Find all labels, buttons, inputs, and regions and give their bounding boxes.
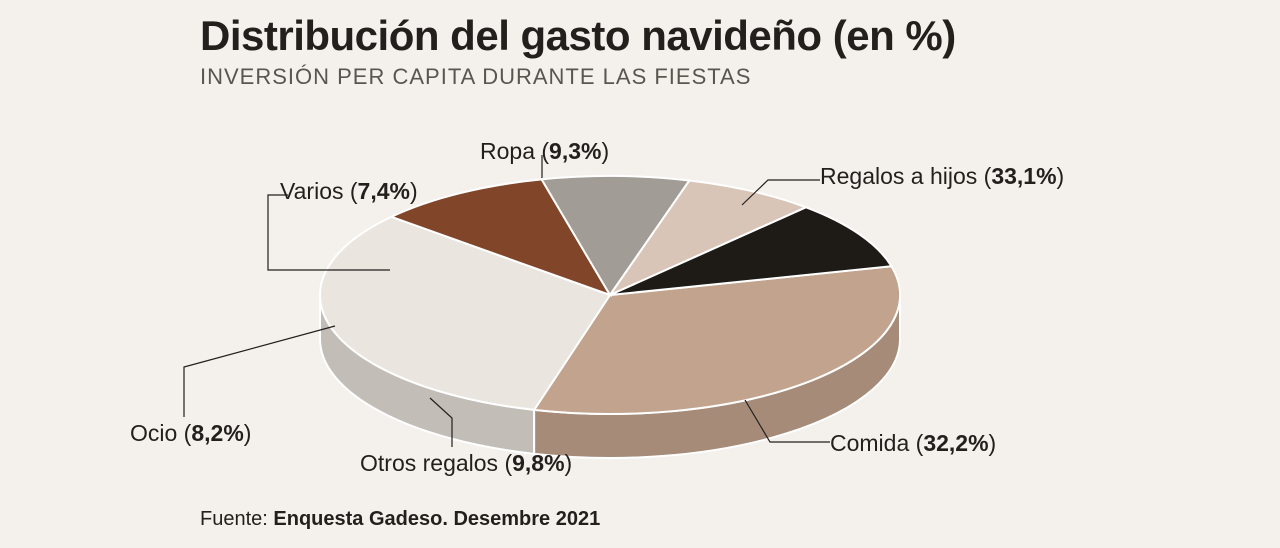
label-value: 9,3% [549,138,601,164]
label-otros_regalos: Otros regalos (9,8%) [360,450,572,477]
chart-container: Distribución del gasto navideño (en %) I… [0,0,1280,548]
label-value: 32,2% [923,430,988,456]
label-category: Comida ( [830,430,923,456]
label-category: Regalos a hijos ( [820,163,991,189]
label-ocio: Ocio (8,2%) [130,420,251,447]
label-value: 9,8% [512,450,564,476]
label-value: 8,2% [191,420,243,446]
label-regalos_hijos: Regalos a hijos (33,1%) [820,163,1064,190]
source-value: Enquesta Gadeso. Desembre 2021 [273,508,600,530]
pie-top [320,176,900,414]
leader-ocio [184,326,335,417]
source-line: Fuente: Enquesta Gadeso. Desembre 2021 [200,508,600,531]
label-comida: Comida (32,2%) [830,430,996,457]
label-category: Ropa ( [480,138,549,164]
source-label: Fuente: [200,508,273,530]
label-category: Ocio ( [130,420,191,446]
label-value: 33,1% [991,163,1056,189]
label-category: Varios ( [280,178,358,204]
label-category: Otros regalos ( [360,450,512,476]
pie-chart [0,0,1280,548]
label-ropa: Ropa (9,3%) [480,138,609,165]
label-value: 7,4% [358,178,410,204]
label-varios: Varios (7,4%) [280,178,418,205]
